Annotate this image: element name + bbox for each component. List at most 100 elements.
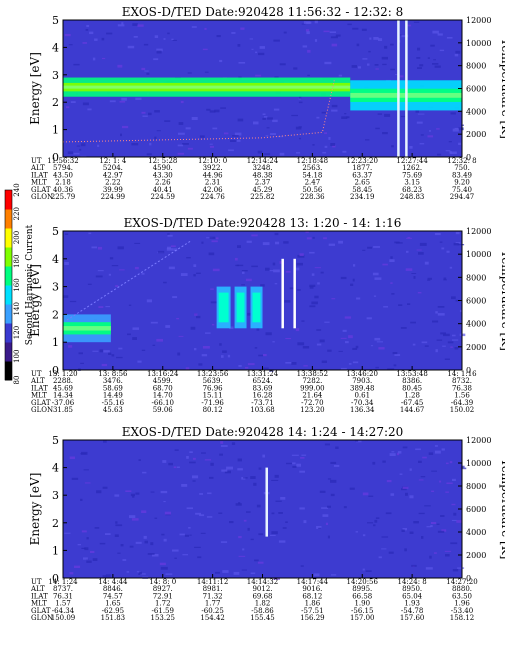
- row-value: 71.32: [203, 592, 223, 600]
- noise-cell: [158, 250, 165, 254]
- y-tick-label: 3: [52, 69, 59, 82]
- noise-cell: [383, 306, 388, 308]
- row-value: 158.12: [450, 614, 475, 622]
- y-tick-label: 2: [52, 517, 59, 530]
- noise-cell: [436, 128, 440, 130]
- row-value: 80.45: [402, 384, 422, 392]
- panel-3: [62, 439, 467, 580]
- row-label: MLT: [31, 392, 47, 400]
- noise-cell: [373, 37, 379, 40]
- row-value: 14:14:32: [247, 578, 278, 586]
- y-axis-label: Energy [eV]: [28, 264, 42, 337]
- noise-cell: [210, 462, 214, 466]
- noise-cell: [180, 273, 188, 276]
- row-value: 2.22: [105, 179, 121, 187]
- noise-cell: [381, 548, 387, 550]
- row-value: 12:10: 0: [198, 157, 227, 165]
- y-tick-label: 0: [52, 151, 59, 164]
- row-value: 3.15: [404, 179, 420, 187]
- y-tick-label: 1: [52, 336, 59, 349]
- row-value: 40.41: [153, 186, 173, 194]
- noise-cell: [302, 45, 308, 48]
- row-value: 63.50: [452, 592, 472, 600]
- noise-cell: [289, 287, 296, 290]
- noise-cell: [258, 354, 264, 357]
- noise-cell: [424, 345, 429, 347]
- noise-cell: [231, 442, 236, 445]
- noise-cell: [137, 360, 142, 363]
- noise-cell: [199, 135, 205, 138]
- noise-cell: [245, 278, 252, 282]
- noise-cell: [186, 507, 193, 510]
- noise-cell: [122, 125, 129, 129]
- noise-cell: [450, 112, 456, 115]
- noise-cell: [182, 554, 188, 556]
- noise-cell: [435, 311, 438, 314]
- noise-cell: [418, 252, 424, 255]
- spike: [281, 258, 284, 329]
- noise-cell: [400, 327, 407, 329]
- row-value: 80.12: [203, 406, 223, 414]
- noise-cell: [448, 141, 452, 143]
- noise-cell: [368, 495, 374, 497]
- row-value: 228.36: [300, 193, 325, 201]
- noise-cell: [440, 515, 445, 517]
- noise-cell: [222, 570, 229, 573]
- noise-cell: [128, 304, 132, 306]
- noise-cell: [332, 144, 336, 148]
- noise-cell: [447, 341, 454, 344]
- row-value: -66.10: [152, 399, 174, 407]
- row-value: 75.40: [452, 186, 472, 194]
- noise-cell: [201, 354, 208, 357]
- noise-cell: [344, 316, 352, 319]
- row-value: 6524.: [252, 377, 272, 385]
- noise-cell: [99, 349, 104, 353]
- noise-cell: [255, 74, 262, 77]
- row-value: 76.31: [53, 592, 73, 600]
- y2-tick-label: 12000: [466, 436, 491, 445]
- noise-cell: [172, 39, 177, 41]
- noise-cell: [381, 536, 389, 538]
- spike: [265, 467, 268, 537]
- y2-tick-label: 10000: [466, 250, 491, 259]
- noise-cell: [327, 535, 330, 539]
- noise-cell: [427, 279, 431, 281]
- noise-cell: [257, 561, 264, 564]
- noise-cell: [313, 573, 320, 577]
- noise-cell: [373, 246, 380, 248]
- noise-cell: [399, 75, 404, 78]
- noise-cell: [126, 571, 130, 573]
- noise-cell: [187, 72, 192, 74]
- noise-cell: [402, 528, 407, 531]
- noise-cell: [86, 560, 92, 563]
- y-tick-label: 1: [52, 124, 59, 137]
- noise-cell: [349, 487, 355, 490]
- noise-cell: [141, 67, 146, 71]
- noise-cell: [220, 107, 226, 109]
- noise-cell: [229, 521, 234, 524]
- noise-cell: [257, 150, 263, 154]
- noise-cell: [167, 32, 170, 35]
- noise-cell: [101, 37, 105, 41]
- noise-cell: [209, 145, 214, 148]
- noise-cell: [433, 552, 437, 554]
- noise-cell: [453, 512, 457, 516]
- noise-cell: [296, 463, 301, 467]
- noise-cell: [159, 562, 166, 566]
- noise-cell: [303, 21, 311, 24]
- noise-cell: [204, 27, 207, 30]
- noise-cell: [390, 256, 393, 259]
- row-value: 12:18:48: [297, 157, 328, 165]
- row-label: GLAT: [31, 399, 51, 407]
- noise-cell: [415, 448, 421, 451]
- noise-cell: [338, 240, 343, 244]
- noise-cell: [409, 146, 413, 149]
- noise-cell: [296, 262, 303, 266]
- row-value: 69.68: [252, 592, 272, 600]
- colorbar-swatch: [5, 247, 12, 267]
- noise-cell: [181, 484, 188, 487]
- noise-cell: [415, 109, 419, 113]
- noise-cell: [437, 306, 445, 308]
- noise-cell: [355, 440, 359, 442]
- noise-cell: [362, 58, 368, 60]
